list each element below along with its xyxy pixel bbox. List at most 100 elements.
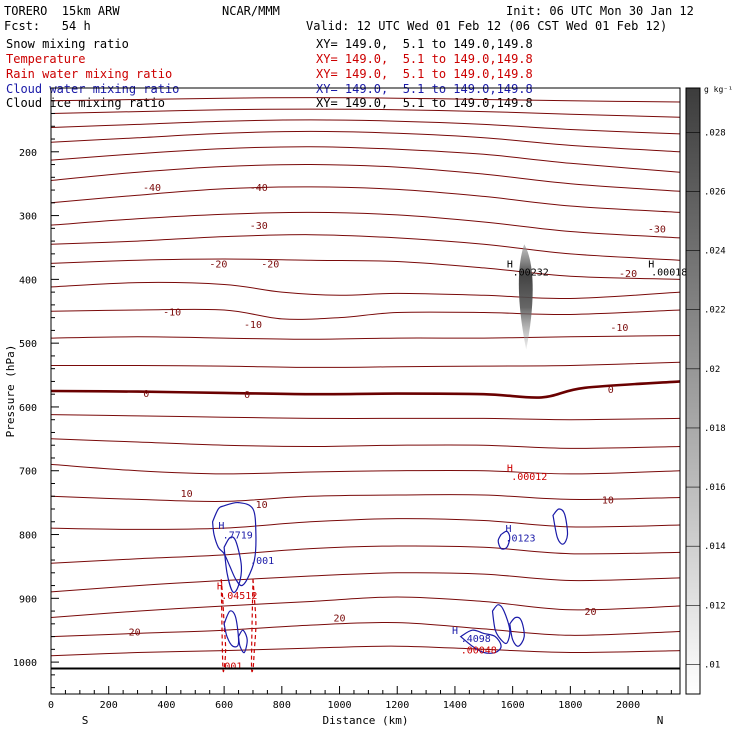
y-tick-label: 700 (19, 467, 37, 478)
extremum-annotation: H (217, 582, 223, 593)
temperature-contour (51, 361, 680, 368)
extremum-annotation: .0123 (505, 534, 535, 545)
x-tick-label: 800 (273, 700, 291, 711)
field-name: Temperature (6, 52, 86, 66)
extremum-annotation: H (507, 464, 513, 475)
colorbar-tick-label: .028 (704, 128, 726, 138)
temperature-contour-label: 10 (181, 489, 193, 500)
temperature-contour-label: 0 (244, 390, 250, 401)
x-axis-label: Distance (km) (322, 714, 408, 727)
x-tick-label: 1800 (558, 700, 582, 711)
temperature-contour (51, 281, 680, 300)
extremum-annotation: H (648, 259, 654, 270)
cloud-water-contour (552, 508, 569, 545)
temperature-contour-label: 10 (256, 500, 268, 511)
temperature-contour (51, 518, 680, 530)
x-tick-label: 0 (48, 700, 54, 711)
valid-time: Valid: 12 UTC Wed 01 Feb 12 (06 CST Wed … (306, 19, 668, 33)
plot-frame (50, 87, 681, 695)
cloud-water-contour (211, 501, 257, 587)
colorbar-unit-label: g kg⁻¹ (704, 85, 733, 94)
model-title: TORERO 15km ARW (4, 4, 120, 18)
extremum-annotation: H (218, 521, 224, 532)
cloud-water-contour (223, 610, 240, 648)
temperature-contour (51, 186, 680, 213)
y-tick-label: 200 (19, 148, 37, 159)
temperature-contour (51, 130, 680, 153)
rain-water-contour (250, 579, 257, 673)
temperature-contour (51, 463, 680, 475)
extremum-annotation: .00018 (651, 268, 687, 279)
extremum-annotation: .4098 (461, 634, 491, 645)
init-time: Init: 06 UTC Mon 30 Jan 12 (506, 4, 694, 18)
cloud-water-contour (497, 530, 511, 550)
colorbar-tick-label: .026 (704, 187, 726, 197)
x-tick-label: 400 (157, 700, 175, 711)
temperature-contour (51, 414, 680, 421)
north-label: N (657, 714, 664, 727)
temperature-contour-label: -40 (250, 183, 268, 194)
field-xy: XY= 149.0, 5.1 to 149.0,149.8 (316, 82, 533, 96)
temperature-contour (51, 308, 680, 320)
colorbar-tick-label: .022 (704, 306, 726, 316)
temperature-contour (51, 596, 680, 618)
temperature-contour-label: -10 (610, 323, 628, 334)
temperature-contour-label: -30 (648, 224, 666, 235)
temperature-contour-label: 0 (143, 389, 149, 400)
field-xy: XY= 149.0, 5.1 to 149.0,149.8 (316, 67, 533, 81)
x-tick-label: 600 (215, 700, 233, 711)
temperature-contour (51, 97, 680, 103)
temperature-contour (51, 545, 680, 564)
x-tick-label: 2000 (616, 700, 640, 711)
cloud-water-contour (459, 629, 502, 654)
zero-degree-isotherm (51, 380, 680, 399)
temperature-contour (51, 211, 680, 239)
temperature-contour-label: 20 (585, 607, 597, 618)
y-axis-label: Pressure (hPa) (4, 345, 17, 438)
colorbar-tick-label: .014 (704, 542, 726, 552)
forecast-hour: Fcst: 54 h (4, 19, 91, 33)
x-tick-label: 1000 (327, 700, 351, 711)
temperature-contour (51, 335, 680, 340)
field-name: Rain water mixing ratio (6, 67, 173, 81)
cloud-water-contour (509, 616, 525, 647)
temperature-contour (51, 119, 680, 135)
extremum-annotation: H (507, 259, 513, 270)
temperature-contour (51, 258, 680, 280)
cloud-water-contour (237, 629, 248, 654)
extremum-annotation: .001 (250, 556, 274, 567)
temperature-contour (51, 163, 680, 192)
x-tick-label: 1400 (443, 700, 467, 711)
temperature-contour-label: -30 (250, 221, 268, 232)
extremum-annotation: H (505, 524, 511, 535)
colorbar-tick-label: .01 (704, 660, 720, 670)
colorbar-tick-label: .016 (704, 483, 726, 493)
extremum-annotation: .7719 (223, 531, 253, 542)
temperature-contour-label: -40 (143, 183, 161, 194)
extremum-annotation: .00048 (461, 645, 497, 656)
y-tick-label: 400 (19, 275, 37, 286)
temperature-contour-label: 20 (129, 627, 141, 638)
temperature-contour (51, 146, 680, 173)
y-tick-label: 1000 (13, 658, 37, 669)
temperature-contour-label: 10 (602, 495, 614, 506)
extremum-annotation: .001 (218, 661, 242, 672)
cloud-water-contour (223, 536, 243, 594)
temperature-contour-label: 20 (334, 613, 346, 624)
y-tick-label: 500 (19, 339, 37, 350)
temperature-contour-label: -20 (619, 269, 637, 280)
extremum-annotation: .00232 (513, 268, 549, 279)
field-name: Cloud water mixing ratio (6, 82, 180, 96)
temperature-contour-label: -20 (261, 259, 279, 270)
field-xy: XY= 149.0, 5.1 to 149.0,149.8 (316, 52, 533, 66)
snow-mixing-ratio-shading (518, 244, 533, 350)
rain-water-contour (220, 579, 227, 673)
colorbar-tick-label: .02 (704, 365, 720, 375)
temperature-contour (51, 494, 680, 502)
extremum-annotation: .00012 (511, 472, 547, 483)
y-tick-label: 900 (19, 594, 37, 605)
colorbar-tick-label: .018 (704, 424, 726, 434)
center-title: NCAR/MMM (222, 4, 280, 18)
field-name: Snow mixing ratio (6, 37, 129, 51)
